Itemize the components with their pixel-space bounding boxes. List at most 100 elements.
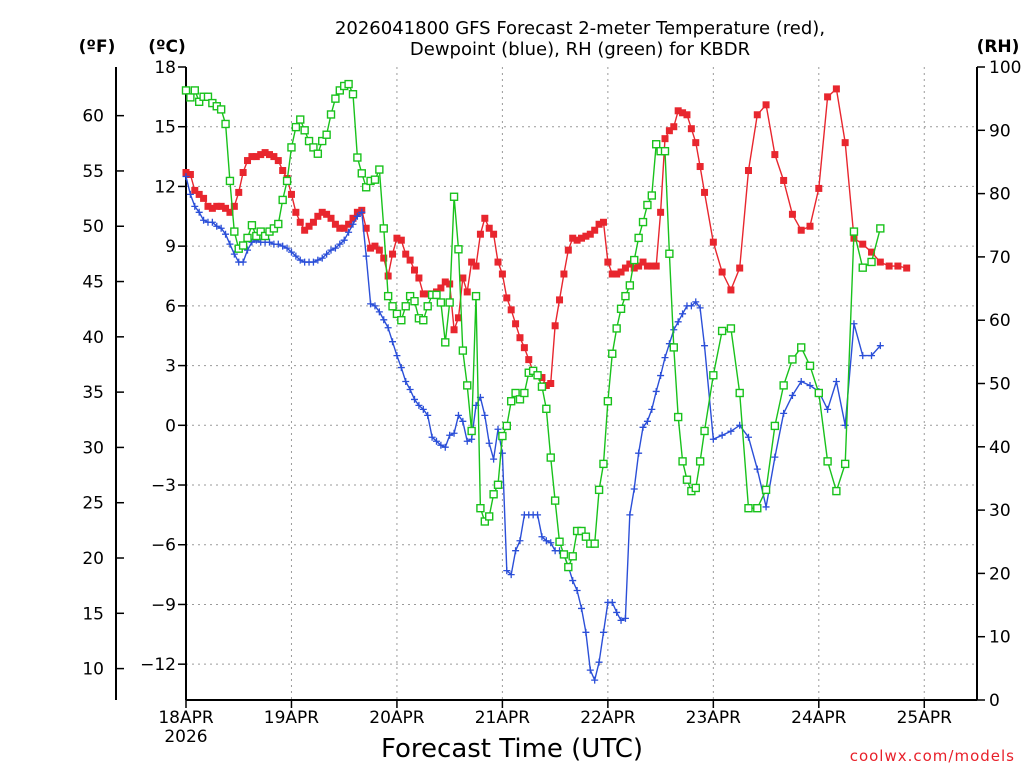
temperature-point <box>476 230 484 238</box>
rh-point <box>652 140 661 149</box>
rh-point <box>304 136 314 146</box>
dewpoint-point <box>841 421 849 429</box>
rh-point <box>379 224 388 233</box>
rh-point <box>682 475 692 484</box>
temperature-point <box>780 176 788 184</box>
temperature-point <box>617 268 625 276</box>
rh-point <box>691 483 700 493</box>
rh-point <box>296 115 305 124</box>
dewpoint-point <box>727 427 735 435</box>
rh-point <box>278 195 287 205</box>
temperature-point <box>744 167 752 175</box>
dewpoint-point <box>608 598 616 606</box>
temperature-point <box>520 344 528 352</box>
rh-point <box>449 192 459 201</box>
fahrenheit-unit-label: (ºF) <box>79 37 116 57</box>
dewpoint-point <box>621 614 629 622</box>
rh-point <box>291 122 301 132</box>
dewpoint-point <box>859 352 867 360</box>
temperature-point <box>643 262 651 270</box>
dewpoint-point <box>362 252 370 260</box>
temperature-point <box>806 222 814 230</box>
dewpoint-point <box>591 676 599 684</box>
temperature-point <box>393 234 401 242</box>
dewpoint-point <box>534 511 542 519</box>
rh-point <box>840 459 850 469</box>
rh-point <box>647 191 657 200</box>
dewpoint-point <box>626 511 634 519</box>
temperature-point <box>323 210 331 218</box>
dewpoint-point <box>573 587 581 595</box>
rh-point <box>577 526 586 536</box>
celsius-tick-label: 12 <box>154 177 176 197</box>
dewpoint-point <box>578 604 585 612</box>
rh-point <box>643 200 652 210</box>
temperature-point <box>362 224 370 232</box>
dewpoint-point <box>547 539 555 547</box>
temperature-point <box>876 258 884 266</box>
rh-point <box>533 371 542 380</box>
dewpoint-point <box>753 465 761 473</box>
rh-tick-label: 20 <box>989 564 1011 584</box>
dewpoint-point <box>358 208 366 216</box>
dewpoint-point <box>287 248 295 256</box>
dewpoint-point <box>463 437 471 445</box>
temperature-point <box>463 288 471 296</box>
rh-tick-label: 0 <box>989 691 1000 711</box>
dewpoint-point <box>406 385 414 393</box>
dewpoint-point <box>226 240 234 248</box>
rh-point <box>388 302 397 311</box>
temperature-point <box>604 258 612 266</box>
dewpoint-point <box>630 485 638 493</box>
dewpoint-point <box>441 443 449 451</box>
dewpoint-point <box>806 381 814 389</box>
rh-point <box>867 257 876 267</box>
rh-point <box>401 302 410 311</box>
dewpoint-point <box>428 433 436 441</box>
rh-point <box>498 431 507 441</box>
rh-tick-label: 90 <box>989 121 1011 141</box>
dewpoint-point <box>208 218 216 226</box>
rh-point <box>814 388 823 398</box>
temperature-point <box>903 264 911 272</box>
dewpoint-point <box>248 238 256 246</box>
celsius-tick-label: 6 <box>165 297 176 317</box>
rh-point <box>247 221 257 230</box>
dewpoint-point <box>336 240 344 248</box>
rh-point <box>770 421 780 431</box>
temperature-point <box>815 184 823 192</box>
dewpoint-point <box>424 411 432 419</box>
dewpoint-point <box>340 236 348 244</box>
dewpoint-point <box>643 417 651 425</box>
temperature-point <box>195 190 203 198</box>
temperature-point <box>718 268 726 276</box>
temperature-point <box>204 202 212 210</box>
temperature-point <box>556 296 564 304</box>
rh-point <box>550 496 560 505</box>
dewpoint-point <box>696 304 704 312</box>
chart-title-line1: 2026041800 GFS Forecast 2-meter Temperat… <box>335 18 825 39</box>
rh-point <box>405 291 415 301</box>
temperature-point <box>450 326 458 334</box>
temperature-point <box>279 167 287 175</box>
dewpoint-point <box>389 338 397 346</box>
dewpoint-point <box>494 425 502 433</box>
rh-point <box>665 249 674 258</box>
rh-point <box>252 231 261 241</box>
rh-point <box>673 412 683 422</box>
temperature-point <box>191 186 199 194</box>
dewpoint-point <box>771 453 779 461</box>
temperature-point <box>727 286 735 294</box>
x-tick-label: 25APR <box>897 708 953 728</box>
dewpoint-point <box>788 391 796 399</box>
dewpoint-point <box>468 435 476 443</box>
rh-point <box>203 92 213 101</box>
rh-tick-label: 50 <box>989 375 1011 395</box>
rh-point <box>300 126 309 135</box>
rh-point <box>348 90 358 99</box>
temperature-point <box>652 262 660 270</box>
dewpoint-point <box>582 628 590 636</box>
dewpoint-point <box>542 537 550 545</box>
rh-point <box>274 219 283 229</box>
